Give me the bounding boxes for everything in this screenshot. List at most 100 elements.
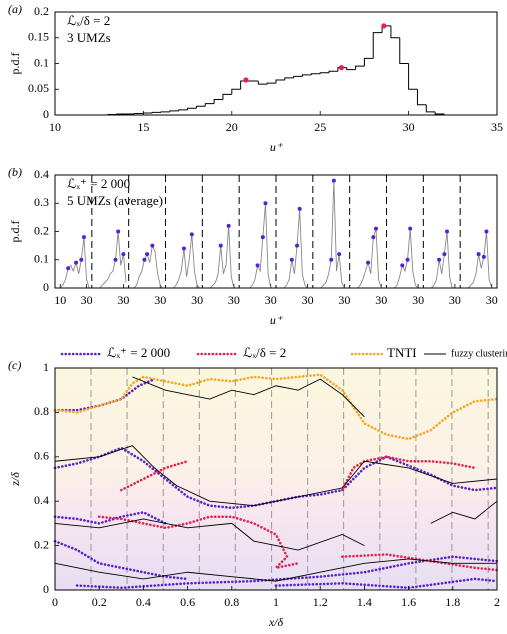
peak-marker — [226, 223, 231, 228]
x-tick-label: 30 — [338, 293, 350, 307]
x-axis-label: x/δ — [268, 615, 284, 629]
x-tick-label: 0 — [52, 595, 58, 609]
histogram-bin — [160, 111, 170, 113]
x-tick-label: 30 — [117, 293, 129, 307]
x-tick-label: 30 — [375, 293, 387, 307]
pdf-line — [465, 231, 495, 289]
peak-marker — [408, 226, 413, 231]
peak-marker — [79, 257, 84, 262]
histogram-bin — [355, 65, 365, 70]
peak-marker — [437, 257, 442, 262]
pdf-line — [244, 203, 274, 289]
peak-marker — [289, 257, 294, 262]
axes-frame — [54, 367, 498, 591]
y-tick-label: 0.8 — [34, 404, 49, 418]
histogram-bin — [302, 74, 312, 77]
y-tick-label: 0.15 — [28, 30, 49, 44]
y-tick-label: 1 — [43, 360, 49, 374]
histogram-bin — [284, 77, 294, 80]
peak-marker — [116, 229, 121, 234]
peak-marker — [263, 201, 268, 206]
x-tick-label: 1.8 — [445, 595, 460, 609]
axes-frame — [54, 11, 498, 116]
histogram-bin — [204, 103, 215, 107]
x-tick-label: 30 — [403, 120, 415, 134]
x-tick-label: 0.2 — [92, 595, 107, 609]
x-tick-label: 1.4 — [357, 595, 372, 609]
histogram-bin — [399, 37, 409, 64]
y-axis-label: p.d.f — [8, 221, 22, 243]
histogram-bin — [275, 79, 285, 84]
legend-label: fuzzy clustering hybrid — [451, 348, 507, 359]
x-tick-label: 30 — [81, 293, 93, 307]
x-tick-label: 2 — [494, 595, 500, 609]
y-tick-label: 0.6 — [34, 449, 49, 463]
peak-marker — [243, 77, 249, 83]
x-tick-label: 30 — [265, 293, 277, 307]
x-tick-label: 30 — [486, 293, 498, 307]
x-tick-label: 30 — [228, 293, 240, 307]
annotation: ℒₓ/δ = 2 — [67, 13, 110, 28]
histogram-bin — [319, 72, 330, 74]
interface-line — [97, 455, 499, 572]
legend-label: TNTI — [387, 345, 417, 360]
histogram-bin — [231, 88, 241, 95]
legend-label: ℒₓ⁺ = 2 000 — [107, 345, 170, 360]
pdf-line — [354, 228, 384, 289]
histogram-bin — [257, 81, 268, 85]
x-tick-label: 30 — [154, 293, 166, 307]
peak-marker — [218, 243, 223, 248]
panel-label: (c) — [8, 358, 21, 372]
x-tick-label: 1.6 — [401, 595, 416, 609]
peak-marker — [255, 263, 260, 268]
histogram-bin — [363, 57, 374, 67]
x-axis-label: u⁺ — [270, 313, 284, 327]
peak-marker — [481, 254, 486, 259]
x-tick-label: 0.4 — [136, 595, 151, 609]
peak-marker — [337, 252, 342, 257]
x-tick-label: 30 — [191, 293, 203, 307]
histogram-bin — [142, 112, 153, 114]
panel-label: (a) — [8, 2, 22, 16]
peak-marker — [81, 235, 86, 240]
peak-marker — [295, 243, 300, 248]
y-tick-label: 0 — [43, 582, 49, 596]
peak-marker — [181, 246, 186, 251]
y-tick-label: 0.3 — [34, 195, 49, 209]
histogram-bin — [346, 67, 356, 71]
peak-marker — [66, 266, 71, 271]
y-tick-label: 0.4 — [34, 167, 49, 181]
peak-marker — [150, 243, 155, 248]
peak-marker — [113, 257, 118, 262]
x-tick-label: 1 — [273, 595, 279, 609]
x-tick-label: 30 — [412, 293, 424, 307]
y-axis-label: z/δ — [8, 472, 22, 487]
x-tick-label: 25 — [314, 120, 326, 134]
histogram-bin — [116, 113, 126, 115]
peak-marker — [381, 23, 387, 29]
y-tick-label: 0.1 — [34, 252, 49, 266]
y-tick-label: 0.2 — [34, 4, 49, 18]
peak-marker — [445, 229, 450, 234]
histogram-bin — [293, 75, 303, 78]
field-background — [55, 368, 497, 590]
y-tick-label: 0.1 — [34, 55, 49, 69]
peak-marker — [189, 232, 194, 237]
y-tick-label: 0.2 — [34, 223, 49, 237]
x-tick-label: 20 — [226, 120, 238, 134]
y-tick-label: 0.2 — [34, 537, 49, 551]
peak-marker — [145, 252, 150, 257]
y-tick-label: 0 — [43, 280, 49, 294]
pdf-line — [59, 237, 90, 289]
annotation: 5 UMZs (average) — [67, 193, 163, 208]
x-axis-label: u⁺ — [270, 140, 284, 154]
peak-marker — [400, 263, 405, 268]
axes-frame — [54, 174, 498, 289]
pdf-line — [318, 180, 348, 289]
peak-marker — [297, 206, 302, 211]
histogram-bin — [213, 99, 223, 104]
peak-marker — [371, 235, 376, 240]
x-tick-label: 30 — [449, 293, 461, 307]
